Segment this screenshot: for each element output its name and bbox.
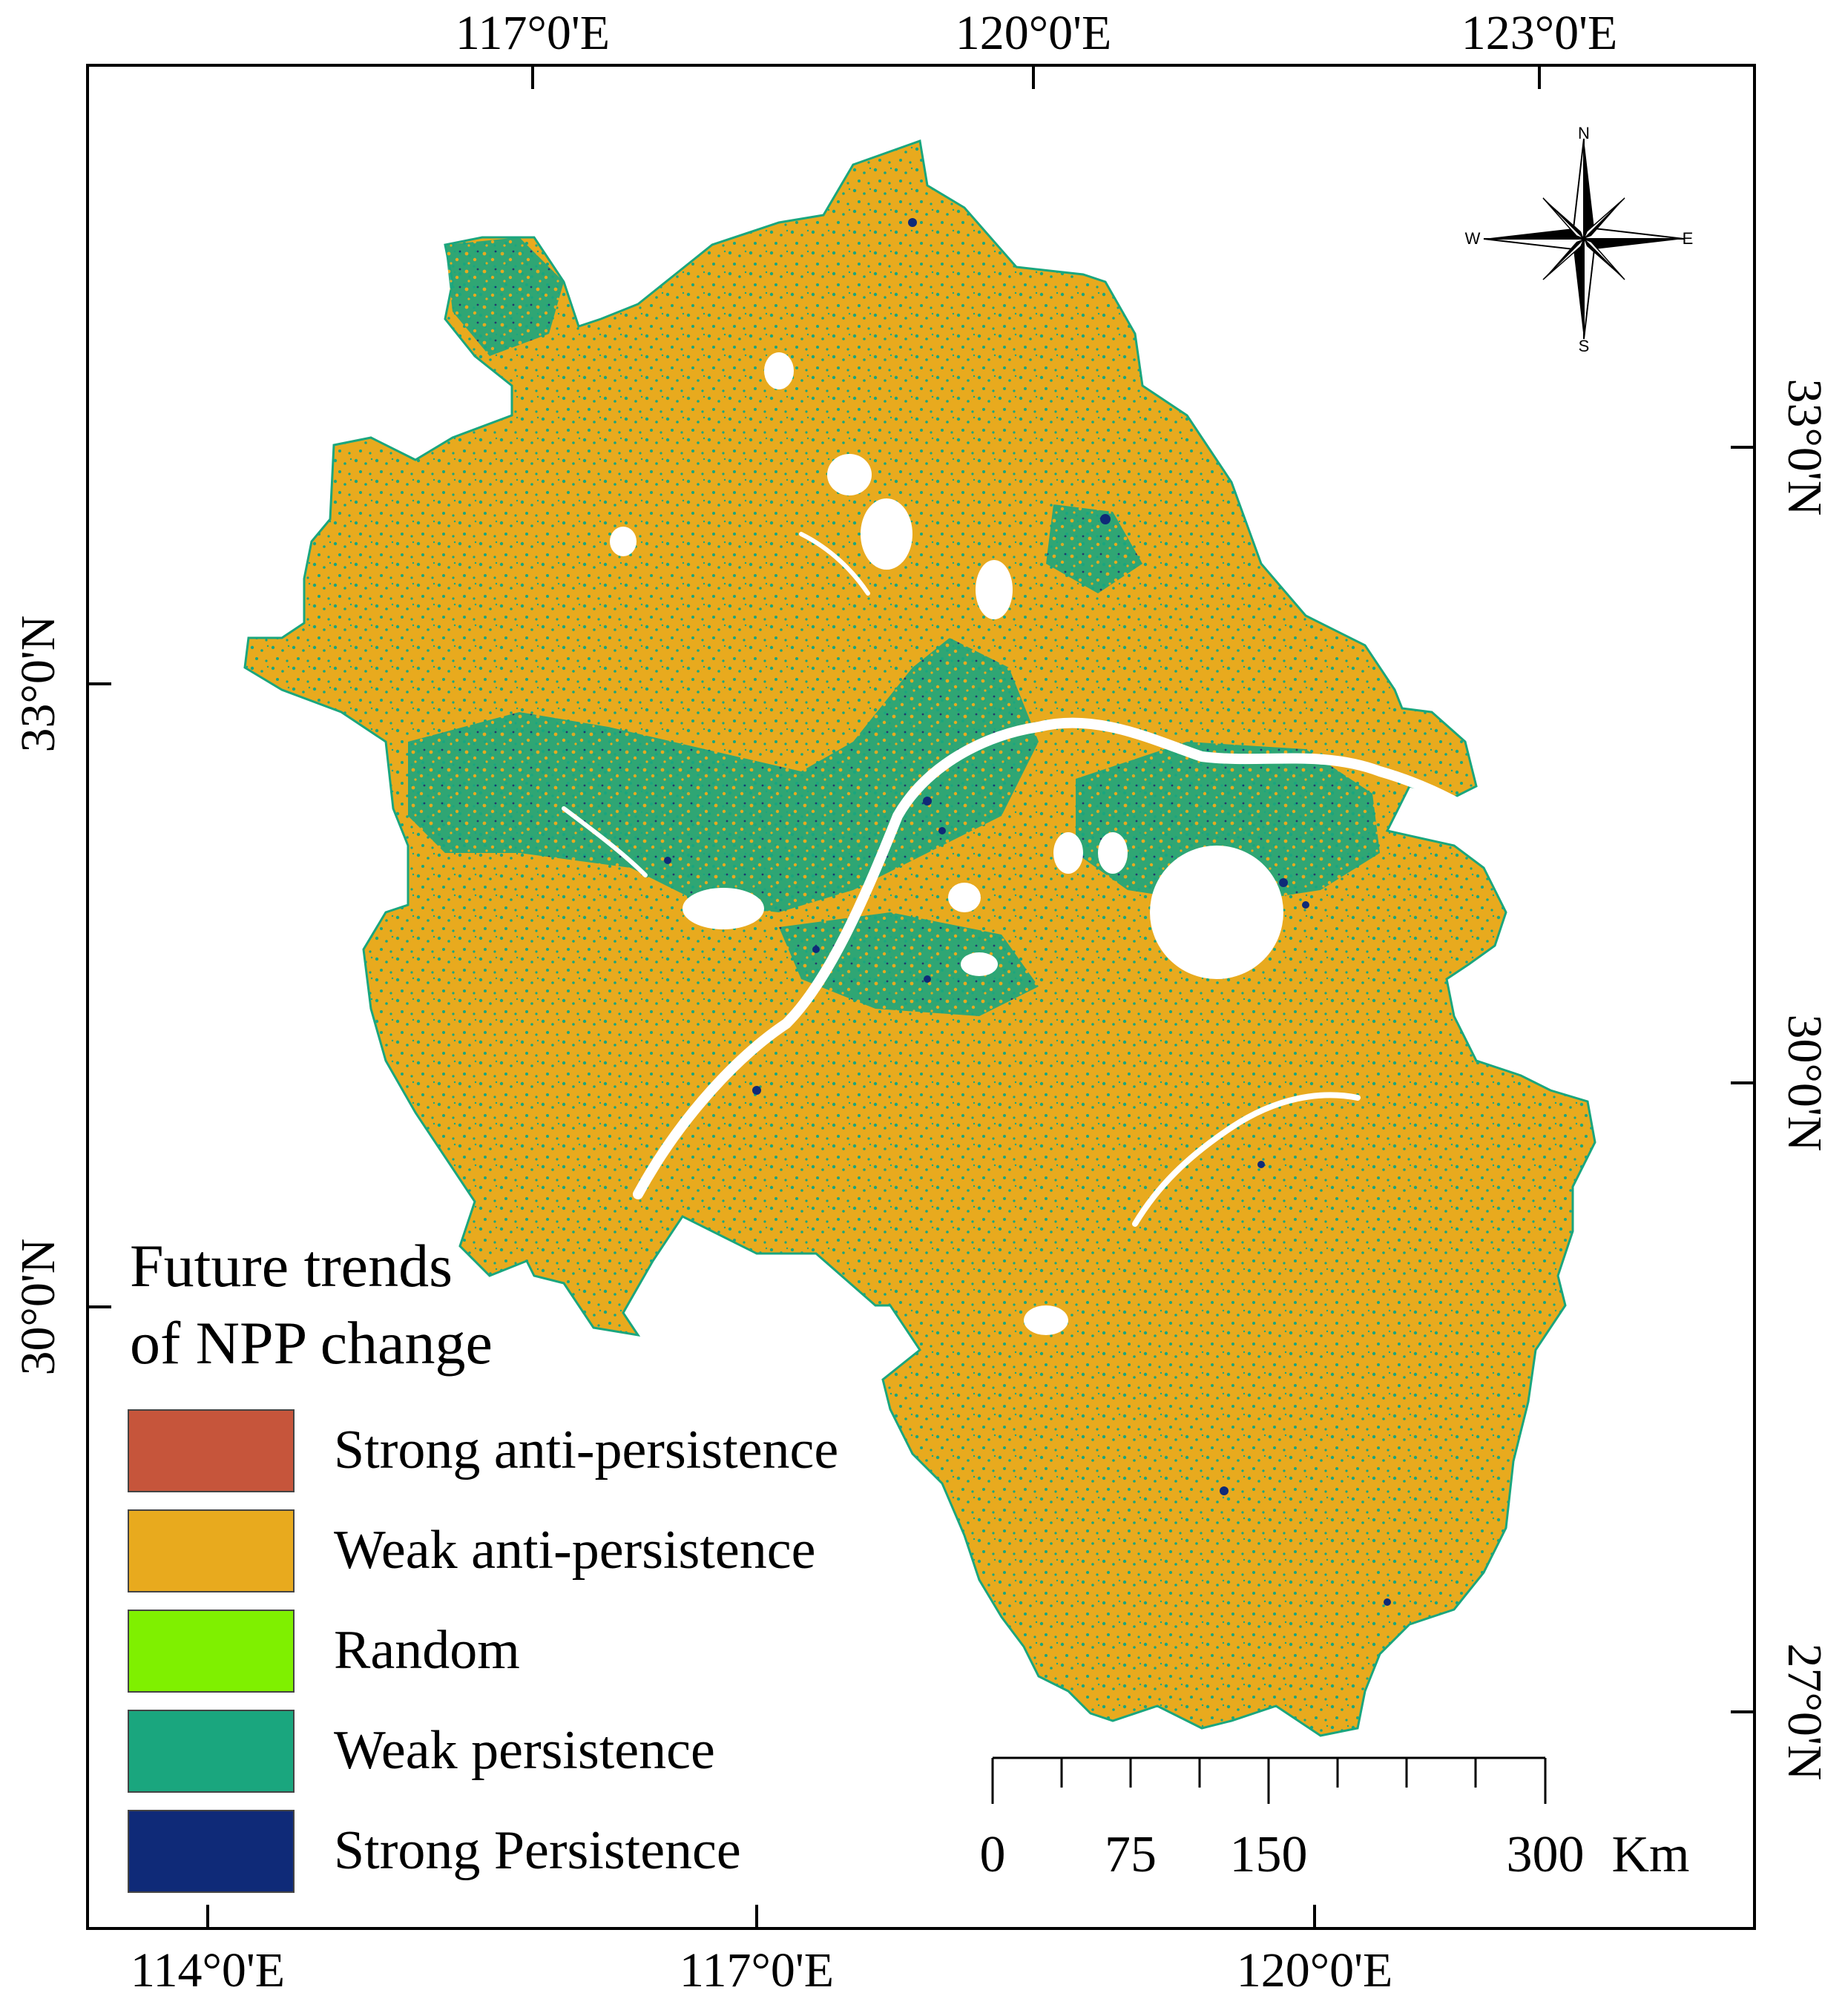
scale-label-75: 75 — [1105, 1826, 1157, 1883]
compass-n: N — [1578, 124, 1590, 142]
legend-title-line1: Future trends — [130, 1232, 453, 1299]
scale-bar — [991, 1756, 1547, 1804]
legend-item-strong-persistence: Strong Persistence — [128, 1810, 944, 1897]
compass-s: S — [1578, 337, 1590, 355]
scale-label-300: 300 — [1506, 1826, 1585, 1883]
scale-unit: Km — [1611, 1826, 1690, 1883]
map-frame — [86, 64, 1756, 1930]
legend-label: Strong anti-persistence — [334, 1420, 839, 1480]
frame-ticks — [88, 65, 1754, 1928]
top-lon-label-123: 123°0'E — [1461, 6, 1618, 60]
legend-title-line2: of NPP change — [130, 1309, 493, 1377]
legend-swatch — [128, 1509, 295, 1592]
north-arrow-icon — [1483, 138, 1685, 340]
left-lat-label-33: 33°0'N — [11, 615, 65, 753]
right-lat-label-27: 27°0'N — [1777, 1643, 1832, 1781]
bottom-lon-label-120: 120°0'E — [1236, 1943, 1393, 1997]
bottom-lon-label-114: 114°0'E — [130, 1943, 286, 1997]
compass-w: W — [1464, 229, 1481, 248]
top-lon-label-120: 120°0'E — [955, 6, 1112, 60]
legend-label: Weak persistence — [334, 1720, 715, 1781]
legend-item-random: Random — [128, 1610, 944, 1697]
legend-label: Weak anti-persistence — [334, 1520, 816, 1581]
legend-item-weak-persistence: Weak persistence — [128, 1710, 944, 1797]
scale-label-0: 0 — [979, 1826, 1006, 1883]
strong-persistence-specks — [664, 218, 1391, 1606]
legend-swatch — [128, 1409, 295, 1492]
right-lat-label-30: 30°0'N — [1777, 1014, 1832, 1152]
legend-label: Strong Persistence — [334, 1820, 741, 1881]
bottom-lon-label-117: 117°0'E — [679, 1943, 835, 1997]
legend-item-weak-anti-persistence: Weak anti-persistence — [128, 1509, 944, 1597]
legend-swatch — [128, 1610, 295, 1693]
right-lat-label-33: 33°0'N — [1777, 378, 1832, 516]
top-lon-label-117: 117°0'E — [455, 6, 611, 60]
left-lat-label-30: 30°0'N — [11, 1238, 65, 1376]
legend-swatch — [128, 1710, 295, 1793]
legend-label: Random — [334, 1620, 520, 1681]
compass-e: E — [1682, 229, 1694, 248]
water-bodies — [610, 352, 1283, 1335]
rivers — [562, 532, 1496, 1227]
legend-title: Future trends of NPP change — [130, 1228, 493, 1382]
legend-swatch — [128, 1810, 295, 1893]
scale-label-150: 150 — [1229, 1826, 1308, 1883]
legend-item-strong-anti-persistence: Strong anti-persistence — [128, 1409, 944, 1497]
